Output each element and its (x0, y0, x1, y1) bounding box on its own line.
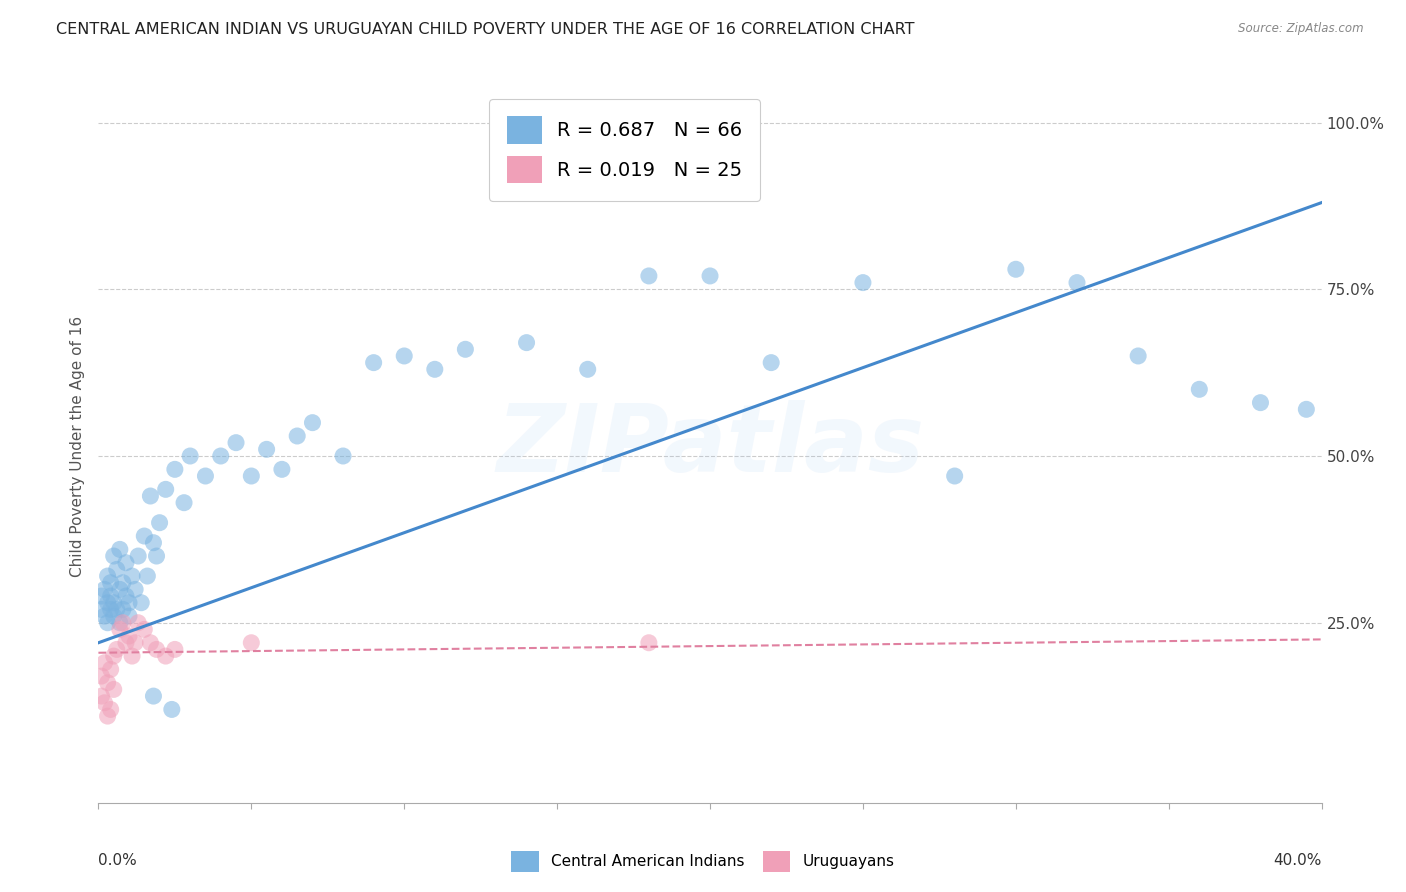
Text: Source: ZipAtlas.com: Source: ZipAtlas.com (1239, 22, 1364, 36)
Point (454, 343, 477, 357)
Point (1004, 262, 1026, 277)
Point (943, 469, 966, 483)
Point (115, 636, 138, 650)
Point (124, 582, 146, 597)
Point (194, 469, 217, 483)
Point (142, 535, 165, 549)
Point (103, 649, 125, 664)
Point (852, 276, 875, 290)
Point (301, 416, 323, 430)
Point (145, 549, 167, 563)
Point (103, 549, 125, 563)
Point (97, 569, 120, 583)
Point (155, 483, 177, 497)
Point (129, 596, 152, 610)
Point (90, 689, 112, 703)
Point (127, 549, 149, 563)
Y-axis label: Child Poverty Under the Age of 16: Child Poverty Under the Age of 16 (69, 316, 84, 576)
Point (103, 609, 125, 624)
Point (97, 675, 120, 690)
Point (115, 556, 138, 570)
Point (115, 589, 138, 603)
Point (111, 575, 134, 590)
Point (103, 596, 125, 610)
Text: CENTRAL AMERICAN INDIAN VS URUGUAYAN CHILD POVERTY UNDER THE AGE OF 16 CORRELATI: CENTRAL AMERICAN INDIAN VS URUGUAYAN CHI… (56, 22, 915, 37)
Point (97, 709, 120, 723)
Point (637, 268, 661, 283)
Point (1249, 395, 1271, 409)
Point (103, 682, 125, 697)
Point (90, 669, 112, 683)
Point (256, 442, 278, 457)
Point (163, 462, 186, 476)
Legend: Central American Indians, Uruguayans: Central American Indians, Uruguayans (503, 843, 903, 880)
Point (240, 469, 263, 483)
Point (1295, 402, 1317, 417)
Point (134, 623, 156, 637)
Point (163, 642, 186, 657)
Point (209, 449, 232, 463)
Point (423, 362, 446, 376)
Point (240, 636, 263, 650)
Point (1066, 276, 1088, 290)
Point (134, 529, 156, 543)
Point (1188, 382, 1211, 396)
Point (100, 589, 122, 603)
Point (145, 642, 167, 657)
Point (118, 609, 141, 624)
Point (100, 702, 122, 716)
Text: ZIPatlas: ZIPatlas (496, 400, 924, 492)
Point (285, 429, 308, 443)
Point (100, 602, 122, 616)
Point (179, 449, 201, 463)
Point (142, 689, 165, 703)
Point (108, 623, 131, 637)
Point (637, 636, 661, 650)
Point (93, 582, 115, 597)
Point (118, 596, 141, 610)
Point (363, 356, 385, 370)
Point (105, 562, 128, 576)
Point (270, 462, 292, 476)
Point (121, 569, 143, 583)
Point (118, 629, 141, 643)
Point (108, 582, 131, 597)
Point (100, 575, 122, 590)
Point (225, 435, 247, 450)
Point (93, 609, 115, 624)
Point (139, 489, 162, 503)
Point (111, 602, 134, 616)
Point (108, 542, 131, 557)
Point (699, 268, 721, 283)
Point (576, 362, 599, 376)
Point (332, 449, 354, 463)
Point (392, 349, 416, 363)
Point (93, 656, 115, 670)
Point (100, 662, 122, 676)
Point (127, 615, 149, 630)
Text: 40.0%: 40.0% (1274, 853, 1322, 868)
Point (759, 356, 782, 370)
Point (516, 335, 538, 350)
Point (1128, 349, 1150, 363)
Point (97, 615, 120, 630)
Point (105, 602, 128, 616)
Point (97, 596, 120, 610)
Point (90, 602, 112, 616)
Point (108, 615, 131, 630)
Point (90, 589, 112, 603)
Point (173, 496, 195, 510)
Point (105, 642, 128, 657)
Point (136, 569, 159, 583)
Point (93, 696, 115, 710)
Point (139, 636, 162, 650)
Point (121, 649, 143, 664)
Point (111, 615, 134, 630)
Point (149, 516, 172, 530)
Legend: R = 0.687   N = 66, R = 0.019   N = 25: R = 0.687 N = 66, R = 0.019 N = 25 (489, 99, 759, 201)
Text: 0.0%: 0.0% (98, 853, 138, 868)
Point (124, 636, 146, 650)
Point (155, 649, 177, 664)
Point (160, 702, 183, 716)
